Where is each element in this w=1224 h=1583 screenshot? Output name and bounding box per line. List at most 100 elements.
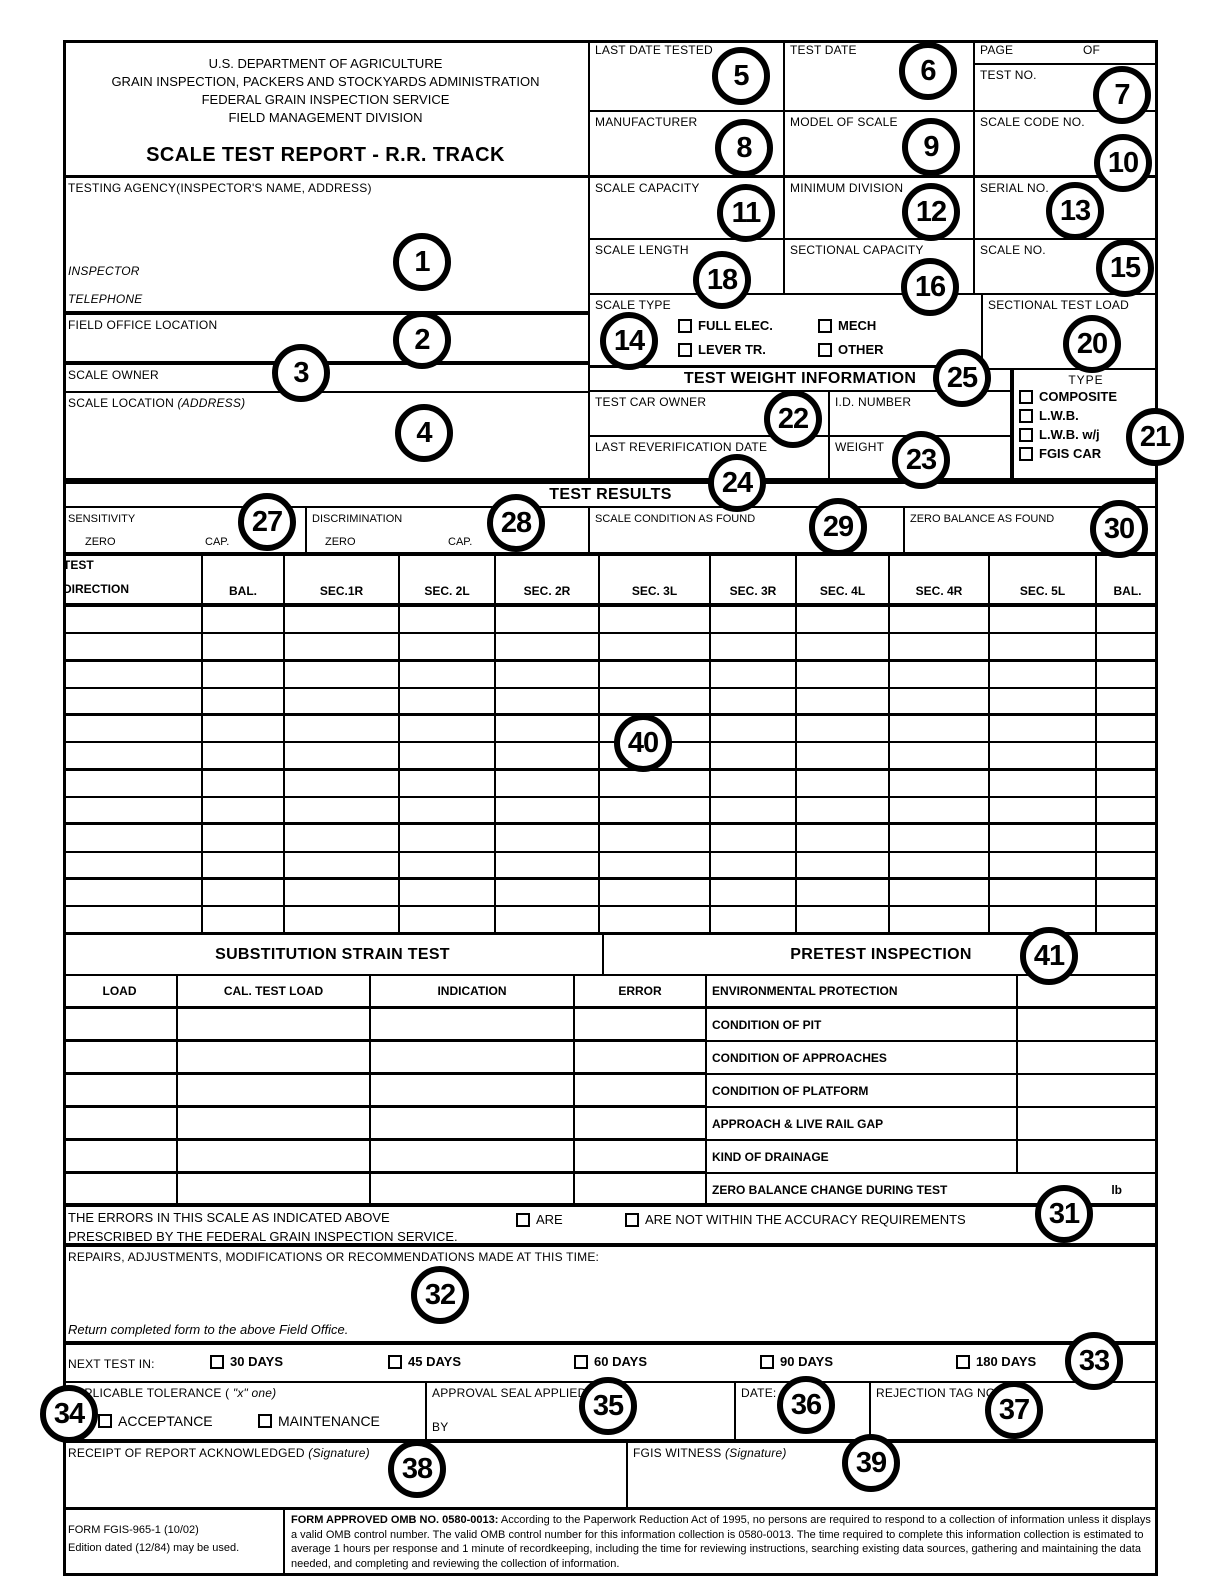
test-results-cell[interactable] [797, 825, 890, 851]
substitution-cell[interactable] [575, 1009, 707, 1042]
30-days-checkbox[interactable] [210, 1354, 224, 1369]
test-results-cell[interactable] [890, 798, 990, 823]
field-scale-owner[interactable]: SCALE OWNER [63, 365, 590, 393]
pretest-answer-4[interactable] [1018, 1108, 1158, 1141]
field-manufacturer[interactable]: MANUFACTURER [590, 112, 785, 178]
test-results-cell[interactable] [797, 907, 890, 932]
field-sectional-test-load[interactable]: SECTIONAL TEST LOAD [983, 295, 1158, 370]
test-results-cell[interactable] [285, 661, 400, 687]
field-zero-balance[interactable]: ZERO BALANCE AS FOUND [905, 508, 1158, 556]
test-results-cell[interactable] [711, 879, 797, 906]
full-elec-checkbox[interactable] [678, 318, 692, 333]
test-results-cell[interactable] [63, 879, 203, 906]
other-checkbox[interactable] [818, 342, 832, 357]
field-test-date[interactable]: TEST DATE [785, 40, 975, 112]
field-test-car-owner[interactable]: TEST CAR OWNER [590, 392, 830, 437]
substitution-cell[interactable] [63, 1009, 178, 1042]
test-results-cell[interactable] [496, 634, 600, 659]
test-results-cell[interactable] [600, 798, 711, 823]
test-results-cell[interactable] [203, 688, 285, 714]
date-cell[interactable]: DATE: [736, 1383, 871, 1443]
test-results-cell[interactable] [400, 607, 496, 633]
substitution-cell[interactable] [178, 1174, 371, 1207]
next-test-180[interactable]: 180 DAYS [956, 1354, 1036, 1369]
pretest-answer-5[interactable] [1018, 1141, 1158, 1174]
field-sensitivity[interactable]: SENSITIVITY ZERO CAP. [63, 508, 307, 556]
test-results-cell[interactable] [63, 852, 203, 877]
test-results-cell[interactable] [203, 907, 285, 932]
next-test-60[interactable]: 60 DAYS [574, 1354, 647, 1369]
scale-type-mech[interactable]: MECH [818, 318, 876, 333]
test-results-cell[interactable] [797, 688, 890, 714]
test-results-cell[interactable] [63, 716, 203, 742]
test-results-cell[interactable] [600, 852, 711, 877]
test-results-cell[interactable] [990, 825, 1097, 851]
substitution-cell[interactable] [575, 1075, 707, 1108]
test-results-cell[interactable] [285, 907, 400, 932]
acceptance-option[interactable]: ACCEPTANCE [98, 1413, 213, 1429]
next-test-45[interactable]: 45 DAYS [388, 1354, 461, 1369]
test-results-cell[interactable] [63, 634, 203, 659]
pretest-answer-0[interactable] [1018, 976, 1158, 1009]
field-test-no[interactable]: TEST NO. [975, 65, 1158, 112]
test-results-cell[interactable] [711, 743, 797, 768]
test-results-cell[interactable] [600, 607, 711, 633]
test-results-cell[interactable] [711, 852, 797, 877]
test-results-cell[interactable] [285, 770, 400, 797]
composite-checkbox[interactable] [1019, 389, 1033, 404]
test-results-cell[interactable] [890, 907, 990, 932]
substitution-cell[interactable] [371, 1042, 575, 1075]
test-results-cell[interactable] [711, 688, 797, 714]
test-results-cell[interactable] [496, 743, 600, 768]
test-results-cell[interactable] [63, 770, 203, 797]
test-results-cell[interactable] [711, 798, 797, 823]
test-results-cell[interactable] [600, 879, 711, 906]
test-results-cell[interactable] [990, 798, 1097, 823]
substitution-cell[interactable] [575, 1042, 707, 1075]
substitution-cell[interactable] [371, 1108, 575, 1141]
test-results-cell[interactable] [400, 852, 496, 877]
test-results-cell[interactable] [600, 661, 711, 687]
field-scale-capacity[interactable]: SCALE CAPACITY [590, 178, 785, 240]
lever-tr-checkbox[interactable] [678, 342, 692, 357]
test-results-cell[interactable] [285, 634, 400, 659]
test-results-cell[interactable] [990, 661, 1097, 687]
field-scale-no[interactable]: SCALE NO. [975, 240, 1158, 295]
test-results-cell[interactable] [890, 607, 990, 633]
field-last-date-tested[interactable]: LAST DATE TESTED [590, 40, 785, 112]
receipt-signature-cell[interactable]: RECEIPT OF REPORT ACKNOWLEDGED (Signatur… [63, 1443, 628, 1510]
maintenance-checkbox[interactable] [258, 1414, 272, 1428]
test-results-cell[interactable] [990, 907, 1097, 932]
field-page-of[interactable]: PAGE OF [975, 40, 1158, 65]
test-results-cell[interactable] [797, 798, 890, 823]
test-results-cell[interactable] [990, 607, 1097, 633]
are-not-checkbox[interactable] [625, 1212, 639, 1227]
test-results-cell[interactable] [203, 798, 285, 823]
test-results-cell[interactable] [890, 825, 990, 851]
test-results-cell[interactable] [285, 688, 400, 714]
test-results-cell[interactable] [600, 716, 711, 742]
substitution-cell[interactable] [371, 1174, 575, 1207]
errors-are-option[interactable]: ARE [516, 1212, 563, 1227]
test-results-cell[interactable] [285, 716, 400, 742]
approval-seal-cell[interactable]: APPROVAL SEAL APPLIED BY [427, 1383, 736, 1443]
test-results-cell[interactable] [797, 852, 890, 877]
scale-type-lever-tr[interactable]: LEVER TR. [678, 342, 766, 357]
test-results-cell[interactable] [203, 770, 285, 797]
field-scale-location[interactable]: SCALE LOCATION (ADDRESS) [63, 393, 590, 478]
test-results-cell[interactable] [400, 907, 496, 932]
test-results-cell[interactable] [990, 743, 1097, 768]
test-results-cell[interactable] [990, 879, 1097, 906]
test-results-cell[interactable] [797, 743, 890, 768]
test-results-cell[interactable] [496, 825, 600, 851]
test-results-cell[interactable] [600, 907, 711, 932]
type-fgis-car[interactable]: FGIS CAR [1019, 446, 1153, 461]
test-results-cell[interactable] [203, 852, 285, 877]
test-results-cell[interactable] [600, 825, 711, 851]
substitution-cell[interactable] [178, 1141, 371, 1174]
test-results-cell[interactable] [890, 770, 990, 797]
lwb-checkbox[interactable] [1019, 408, 1033, 423]
test-results-cell[interactable] [496, 798, 600, 823]
test-results-cell[interactable] [285, 879, 400, 906]
field-last-reverification-date[interactable]: LAST REVERIFICATION DATE [590, 437, 830, 478]
